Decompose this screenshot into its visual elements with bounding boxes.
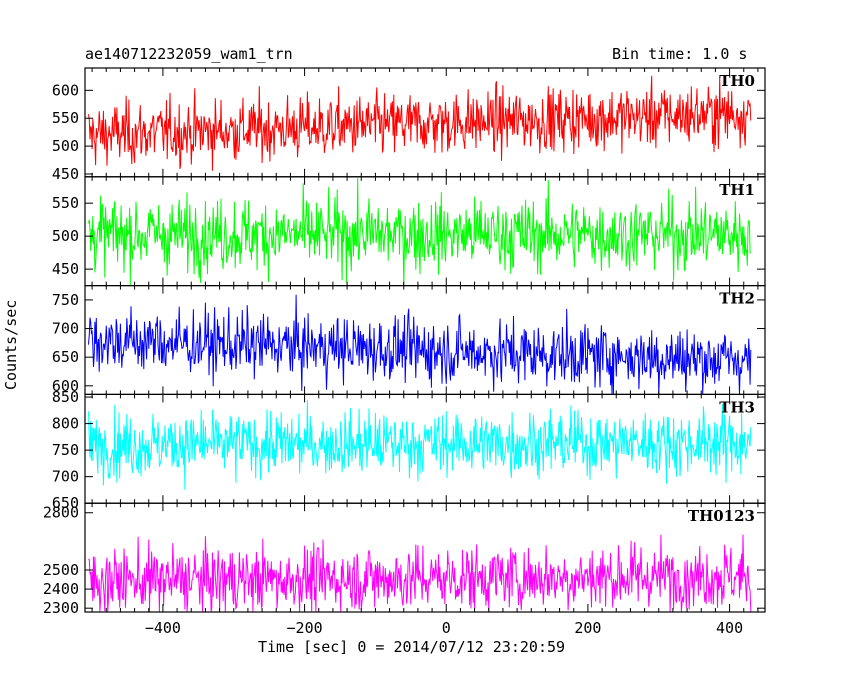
y-tick-label: 2400 bbox=[43, 580, 79, 598]
y-tick-label: 650 bbox=[52, 494, 79, 512]
y-tick-label: 500 bbox=[52, 137, 79, 155]
y-tick-label: 850 bbox=[52, 388, 79, 406]
y-tick-label: 800 bbox=[52, 415, 79, 433]
y-tick-label: 550 bbox=[52, 109, 79, 127]
chart-title: ae140712232059_wam1_trn bbox=[85, 45, 293, 63]
series-line-th1 bbox=[88, 177, 752, 286]
panel-label: TH1 bbox=[719, 181, 755, 199]
panel-label: TH3 bbox=[719, 398, 755, 416]
y-tick-label: 550 bbox=[52, 194, 79, 212]
x-tick-label: 200 bbox=[574, 619, 601, 637]
x-axis-label: Time [sec] 0 = 2014/07/12 23:20:59 bbox=[258, 638, 566, 656]
panel-label: TH0 bbox=[719, 72, 755, 90]
y-tick-label: 2300 bbox=[43, 599, 79, 617]
y-tick-label: 500 bbox=[52, 227, 79, 245]
series-line-th3 bbox=[88, 400, 752, 490]
x-tick-label: 400 bbox=[716, 619, 743, 637]
series-line-th0 bbox=[88, 75, 752, 171]
panel-frame-th0123 bbox=[84, 502, 766, 613]
y-tick-label: 450 bbox=[52, 165, 79, 183]
y-tick-label: 450 bbox=[52, 260, 79, 278]
bin-time-label: Bin time: 1.0 s bbox=[612, 45, 748, 63]
series-line-th2 bbox=[88, 294, 752, 394]
series-line-th0123 bbox=[88, 534, 752, 612]
panel-label: TH0123 bbox=[688, 507, 755, 525]
x-tick-label: −200 bbox=[287, 619, 323, 637]
panel-frame-th0 bbox=[84, 67, 766, 178]
y-tick-label: 600 bbox=[52, 81, 79, 99]
y-tick-label: 700 bbox=[52, 320, 79, 338]
y-tick-label: 650 bbox=[52, 348, 79, 366]
y-tick-label: 2500 bbox=[43, 561, 79, 579]
panel-label: TH2 bbox=[719, 290, 755, 308]
y-tick-label: 2800 bbox=[43, 504, 79, 522]
x-tick-label: 0 bbox=[442, 619, 451, 637]
x-tick-label: −400 bbox=[145, 619, 181, 637]
y-tick-label: 600 bbox=[52, 377, 79, 395]
y-tick-label: 700 bbox=[52, 468, 79, 486]
y-tick-label: 750 bbox=[52, 441, 79, 459]
y-tick-label: 750 bbox=[52, 291, 79, 309]
